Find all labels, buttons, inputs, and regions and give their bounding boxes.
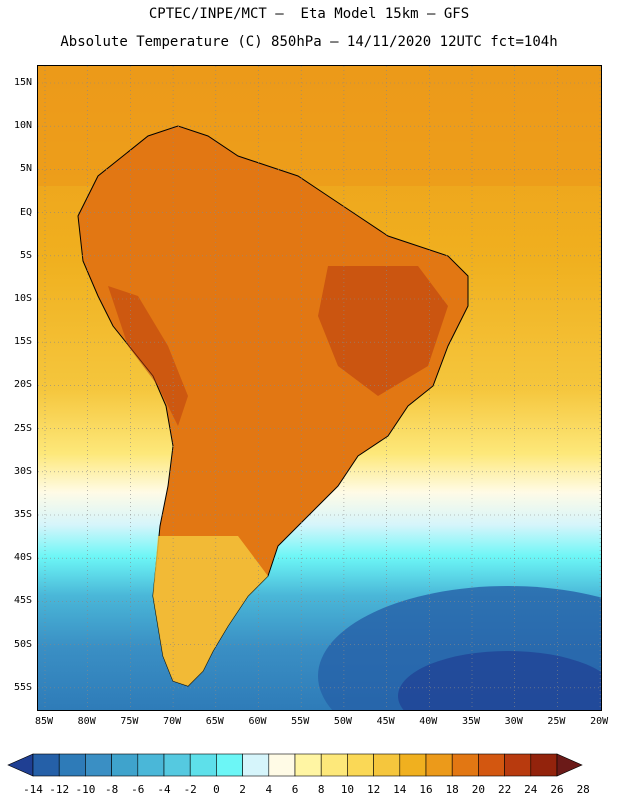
lat-label: 45S <box>13 595 32 607</box>
lat-label: EQ <box>19 206 32 218</box>
lon-label: 50W <box>333 716 352 727</box>
lon-label: 80W <box>77 716 96 727</box>
lon-label: 35W <box>461 716 481 727</box>
colorbar-label: 26 <box>550 783 564 796</box>
colorbar-label: 2 <box>239 783 246 796</box>
colorbar-swatch <box>32 753 60 777</box>
colorbar-swatch <box>163 753 191 777</box>
lon-label: 25W <box>547 716 566 727</box>
cold-core-inner <box>398 651 601 710</box>
patagonia-region <box>153 536 268 686</box>
colorbar-label: 14 <box>393 783 407 796</box>
hot-interior <box>318 266 448 396</box>
colorbar-label: -14 <box>23 783 43 796</box>
colorbar-label: -6 <box>131 783 145 796</box>
lat-label: 10N <box>13 120 32 132</box>
colorbar-swatch <box>189 753 217 777</box>
colorbar-label: 20 <box>471 783 486 796</box>
lon-label: 20W <box>590 716 609 727</box>
lat-label: 20S <box>13 379 32 391</box>
colorbar-label: -8 <box>104 783 119 796</box>
colorbar-swatch <box>294 753 322 777</box>
colorbar-label: 22 <box>497 783 512 796</box>
colorbar-label: 8 <box>317 783 325 796</box>
colorbar-swatch <box>111 753 139 777</box>
lon-label: 60W <box>248 716 267 727</box>
colorbar-label: 6 <box>291 783 299 796</box>
colorbar-swatch <box>478 753 505 777</box>
colorbar-swatch <box>58 753 86 777</box>
lat-label: 40S <box>13 552 32 564</box>
lon-label: 85W <box>34 716 54 727</box>
andes-hot-strip <box>108 286 188 426</box>
lat-label: 55S <box>13 681 32 693</box>
colorbar-over-arrow <box>556 753 583 777</box>
lon-label: 65W <box>205 716 224 727</box>
colorbar-label: -12 <box>49 783 70 796</box>
colorbar-under-arrow <box>7 753 34 777</box>
colorbar-swatch <box>504 753 532 777</box>
colorbar-label: 16 <box>419 783 433 796</box>
colorbar-swatch <box>530 753 558 777</box>
colorbar-swatch <box>242 753 270 777</box>
lon-label: 30W <box>504 716 523 727</box>
temperature-map <box>37 65 602 711</box>
lat-label: 50S <box>13 638 32 650</box>
colorbar-swatch <box>399 753 427 777</box>
colorbar-label: 24 <box>524 783 538 796</box>
lon-label: 70W <box>163 716 182 727</box>
lon-label: 75W <box>120 716 139 727</box>
colorbar-label: 4 <box>265 783 273 796</box>
colorbar-label: 18 <box>445 783 459 796</box>
colorbar-swatch <box>373 753 401 777</box>
lon-label: 45W <box>376 716 395 727</box>
lat-label: 35S <box>13 509 32 520</box>
colorbar-label: -4 <box>157 783 171 796</box>
lat-label: 15N <box>13 77 32 88</box>
colorbar-label: -2 <box>183 783 197 796</box>
lat-label: 5N <box>19 163 32 175</box>
map-canvas <box>38 66 601 710</box>
colorbar-swatch <box>85 753 112 777</box>
colorbar-label: 12 <box>366 783 381 796</box>
lat-label: 15S <box>13 336 32 348</box>
colorbar-label: -10 <box>75 783 96 796</box>
lon-label: 55W <box>291 716 310 727</box>
colorbar-swatch <box>268 753 296 777</box>
lat-label: 5S <box>19 249 32 261</box>
lat-label: 25S <box>13 422 32 434</box>
colorbar-label: 28 <box>576 783 590 796</box>
colorbar-swatches <box>7 753 583 777</box>
colorbar-swatch <box>425 753 453 777</box>
colorbar-swatch <box>216 753 243 777</box>
colorbar-swatch <box>137 753 165 777</box>
lat-label: 10S <box>13 293 32 304</box>
colorbar-label: 0 <box>213 783 220 796</box>
title-line-1: CPTEC/INPE/MCT – Eta Model 15km – GFS <box>148 6 470 22</box>
title-line-2: Absolute Temperature (C) 850hPa – 14/11/… <box>60 34 558 50</box>
colorbar-label: 10 <box>340 783 355 796</box>
lat-label: 30S <box>13 465 32 477</box>
colorbar-swatch <box>451 753 479 777</box>
colorbar-swatch <box>347 753 374 777</box>
colorbar-swatch <box>320 753 348 777</box>
lon-label: 40W <box>419 716 438 727</box>
